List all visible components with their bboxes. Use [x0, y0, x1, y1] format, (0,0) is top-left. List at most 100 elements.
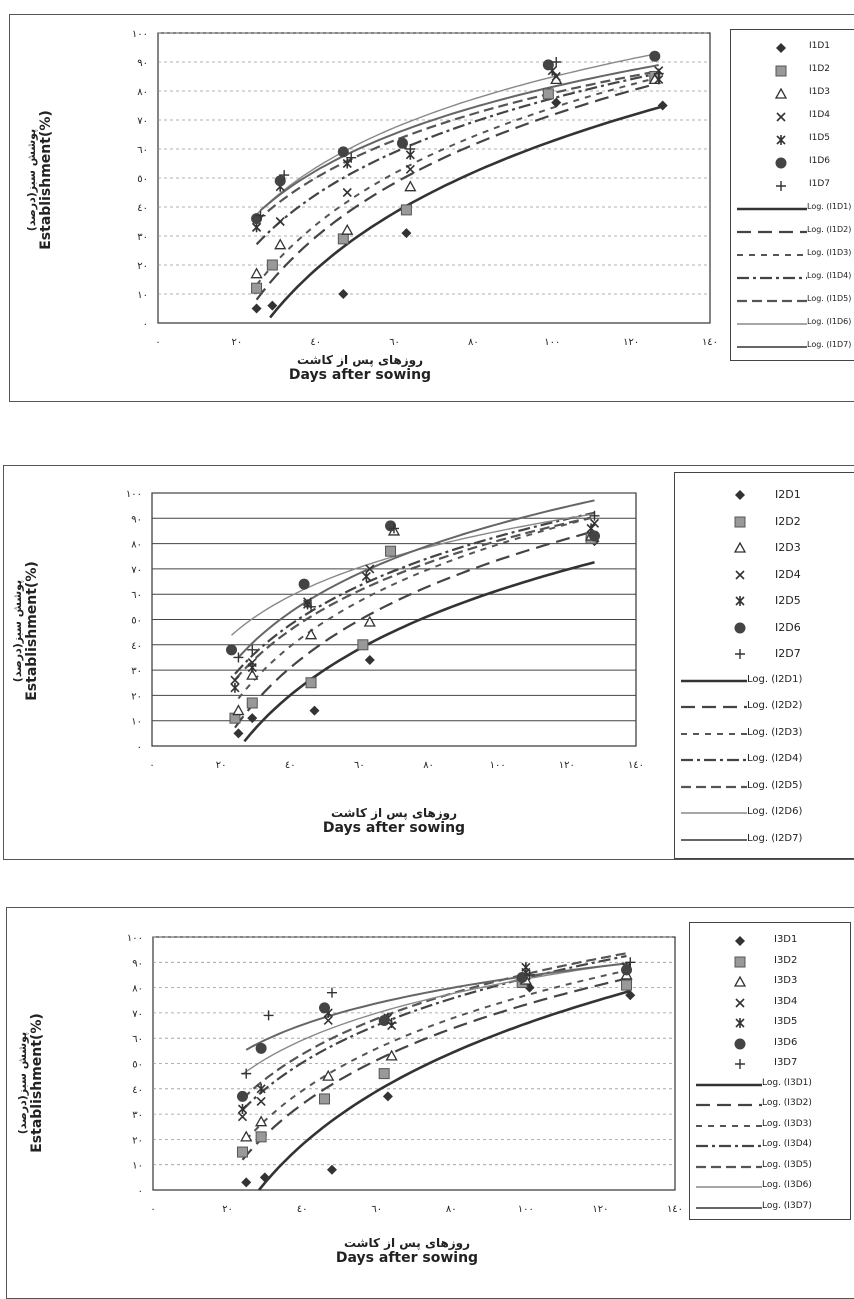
- legend-entry: Log. (I3D6): [690, 1179, 850, 1201]
- legend-label: Log. (I3D5): [762, 1159, 812, 1170]
- data-point: [319, 1002, 331, 1014]
- legend-label: Log. (I3D7): [762, 1200, 812, 1211]
- legend-line: [681, 679, 747, 682]
- legend-entry: Log. (I2D3): [675, 726, 854, 748]
- trend-line-1: [257, 989, 631, 1191]
- legend-label: Log. (I1D6): [807, 317, 852, 326]
- legend-marker: [776, 181, 786, 191]
- data-point: [266, 259, 278, 271]
- legend-marker-shape: [734, 956, 746, 967]
- y-tick-label: ١٠: [132, 1161, 143, 1172]
- legend-entry: I2D5: [675, 593, 854, 615]
- legend-entry: Log. (I3D4): [690, 1138, 850, 1160]
- legend-line: [681, 838, 747, 841]
- data-point: [298, 578, 310, 590]
- legend-entry: I2D3: [675, 540, 854, 562]
- legend-label: I1D6: [809, 156, 831, 166]
- x-axis-label-en: Days after sowing: [335, 1250, 479, 1266]
- legend-marker-shape: [735, 936, 745, 946]
- data-point: [551, 71, 561, 82]
- legend-line: [681, 785, 747, 788]
- legend-line: [681, 812, 747, 814]
- legend-entry: I2D2: [675, 514, 854, 536]
- legend-entry: I1D1: [731, 40, 854, 62]
- legend-marker-shape: [735, 1059, 745, 1069]
- x-tick-label: ٤٠: [285, 760, 296, 771]
- y-tick-label: ٠: [138, 1186, 143, 1197]
- y-tick-label: ٦٠: [137, 145, 148, 156]
- legend-entry: Log. (I2D1): [675, 673, 854, 695]
- trend-line-6: [256, 53, 655, 215]
- legend-marker-shape: [775, 65, 787, 77]
- legend-entry: Log. (I1D5): [731, 293, 854, 315]
- data-point: [521, 962, 531, 973]
- data-point: [389, 523, 399, 534]
- data-point: [232, 704, 245, 716]
- data-point: [250, 267, 263, 279]
- legend-marker-shape: [735, 490, 745, 500]
- data-point: [237, 1112, 248, 1122]
- x-tick-label: ٦٠: [371, 1204, 382, 1215]
- data-point: [247, 644, 258, 655]
- legend-label: I1D2: [809, 64, 831, 74]
- legend-label: I2D2: [775, 514, 801, 528]
- legend-marker-shape: [775, 157, 787, 169]
- legend-label: I2D5: [775, 594, 801, 607]
- data-point: [275, 216, 285, 227]
- legend-label: Log. (I2D1): [747, 673, 803, 685]
- legend-entry: I2D7: [675, 646, 854, 668]
- series-6: [236, 964, 633, 1102]
- legend-3: I3D1 I3D2 I3D3 I3D4 I3D5 I3D6 I3D7 Log. (I3D1) L…: [689, 922, 851, 1220]
- trend-line-1: [269, 105, 664, 319]
- legend-entry: Log. (I1D4): [731, 270, 854, 292]
- legend-marker: [776, 135, 786, 145]
- data-point: [551, 97, 562, 108]
- data-point: [230, 682, 240, 693]
- legend-label: I3D2: [774, 954, 798, 966]
- trend-line-3: [237, 517, 592, 700]
- legend-entry: I1D5: [731, 132, 854, 154]
- legend-label: Log. (I1D7): [807, 340, 852, 349]
- trend-line-7: [259, 64, 659, 212]
- x-tick-label: ٠: [155, 337, 160, 348]
- data-point: [657, 100, 668, 111]
- data-point: [524, 969, 535, 980]
- data-point: [542, 59, 554, 71]
- legend-entry: Log. (I1D3): [731, 247, 854, 269]
- x-tick-label: ٢٠: [222, 1204, 233, 1215]
- legend-marker-shape: [776, 135, 786, 145]
- legend-entry: Log. (I2D2): [675, 699, 854, 721]
- trend-line-7: [245, 962, 631, 1051]
- x-axis-label-fa: روزهای پس از کاشت: [330, 806, 458, 820]
- x-tick-label: ١٤٠: [667, 1204, 683, 1215]
- legend-marker-shape: [774, 87, 788, 99]
- y-tick-label: ٢٠: [137, 261, 148, 272]
- legend-entry: I1D7: [731, 178, 854, 200]
- data-point: [621, 979, 633, 991]
- chart-panel-1: پوشش سبز(درصد) Establishment(%) ٠ ١٠ ٢٠ ٣٠ ٤…: [9, 14, 854, 402]
- legend-label: I1D3: [809, 87, 831, 97]
- legend-line: [737, 323, 807, 325]
- x-axis-label: روزهای پس از کاشت Days after sowing: [244, 806, 544, 836]
- y-tick-label: ٥٠: [131, 616, 142, 627]
- y-tick-label: ١٠٠: [132, 29, 148, 40]
- data-point: [405, 144, 416, 154]
- legend-label: Log. (I2D6): [747, 806, 803, 817]
- legend-line: [737, 299, 807, 303]
- x-axis-label: روزهای پس از کاشت Days after sowing: [210, 353, 510, 383]
- legend-2: I2D1 I2D2 I2D3 I2D4 I2D5 I2D6 I2D7 Log. (I2D1) L…: [674, 472, 854, 859]
- legend-line: [737, 346, 807, 348]
- y-tick-label: ٨٠: [137, 87, 148, 98]
- x-tick-label: ٠: [149, 760, 154, 771]
- legend-entry: Log. (I3D1): [690, 1077, 850, 1099]
- legend-marker: [734, 1038, 746, 1049]
- data-point: [241, 1177, 252, 1188]
- legend-entry: I2D1: [675, 487, 854, 509]
- data-point: [256, 1083, 266, 1094]
- legend-entry: Log. (I3D3): [690, 1118, 850, 1140]
- x-axis-label-en: Days after sowing: [288, 367, 432, 383]
- chart-plot-1: ٠ ١٠ ٢٠ ٣٠ ٤٠ ٥٠ ٦٠ ٧٠ ٨٠ ٩٠ ١٠٠ ٠ ٢٠ ٤٠ ٦٠ ٨٠ ١٠٠ ١٢٠ ١٤٠: [132, 29, 718, 348]
- y-tick-label: ٣٠: [131, 666, 142, 677]
- legend-entry: I1D4: [731, 109, 854, 131]
- data-point: [279, 170, 290, 181]
